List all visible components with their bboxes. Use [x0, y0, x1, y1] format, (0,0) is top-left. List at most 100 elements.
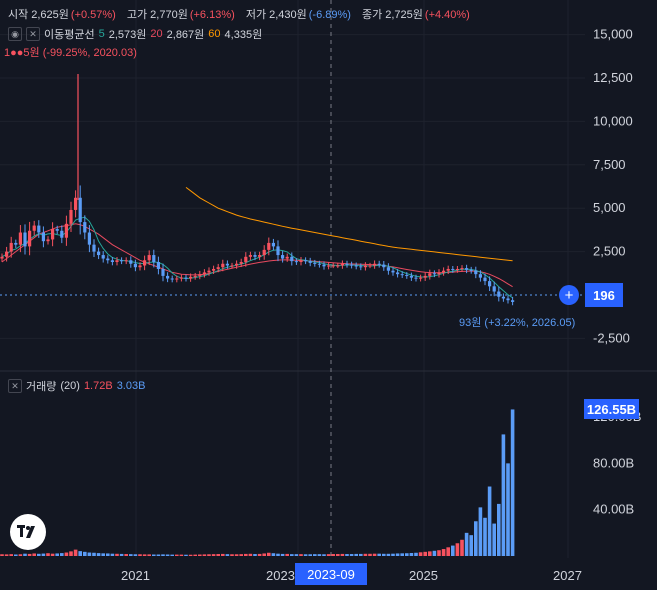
volume-close-icon[interactable]: ✕	[8, 379, 22, 393]
volume-value-1: 1.72B	[83, 380, 113, 392]
candles	[0, 74, 515, 306]
candle-body	[396, 272, 400, 275]
volume-bar	[331, 554, 335, 556]
ma60-line	[185, 186, 513, 262]
volume-bar	[359, 553, 363, 556]
volume-bar	[469, 535, 473, 556]
high-label: 고가	[126, 9, 148, 21]
candle-body	[23, 232, 27, 247]
volume-bar	[73, 549, 78, 556]
candle-body	[414, 277, 418, 279]
candle-body	[166, 275, 170, 279]
volume-bar	[193, 554, 197, 556]
volume-bar	[506, 463, 510, 556]
volume-bar	[510, 409, 515, 556]
ma20-line	[1, 223, 513, 288]
volume-bar	[257, 553, 262, 556]
candle-body	[432, 273, 436, 275]
candle-body	[46, 239, 50, 242]
volume-bar	[133, 554, 138, 556]
candle-body	[267, 242, 271, 250]
volume-tick-label: 80.00B	[593, 455, 634, 470]
volume-bar	[4, 554, 9, 556]
last-volume-badge: 126.55B	[584, 399, 639, 419]
volume-bar	[175, 554, 179, 556]
candle-body	[327, 265, 331, 267]
volume-bar	[124, 554, 128, 556]
volume-bar	[478, 507, 483, 556]
open-label: 시작	[8, 9, 29, 21]
volume-bar	[14, 554, 18, 556]
candle-body	[359, 266, 363, 268]
open-value: 2,625원	[31, 9, 69, 21]
volume-bar	[441, 549, 446, 556]
candle-body	[350, 264, 354, 266]
candle-body	[87, 232, 91, 245]
tradingview-logo-icon[interactable]	[10, 514, 46, 550]
candle-body	[37, 225, 41, 233]
volume-bar	[50, 553, 55, 556]
candle-body	[483, 277, 487, 282]
volume-bar	[437, 550, 441, 556]
close-value: 2,725원	[385, 9, 423, 21]
volume-bar	[423, 551, 427, 556]
candle-body	[354, 265, 358, 267]
grid-lines	[0, 0, 585, 558]
volume-legend: ✕ 거래량 (20) 1.72B 3.03B	[8, 378, 145, 394]
candle-body	[74, 197, 78, 210]
volume-bar	[0, 554, 4, 556]
candle-body	[41, 232, 45, 242]
volume-bar	[267, 552, 271, 556]
high-annotation: 1●●5원 (-99.25%, 2020.03)	[4, 47, 137, 59]
time-axis[interactable]: 2021 2023 2025 2027	[121, 568, 582, 583]
volume-bar	[234, 554, 239, 556]
candle-body	[271, 242, 275, 247]
candle-body	[239, 262, 243, 264]
volume-bar	[386, 553, 391, 556]
volume-bar	[216, 554, 220, 556]
candle-body	[423, 275, 427, 278]
candle-body	[442, 270, 446, 273]
candle-body	[501, 296, 505, 299]
volume-bar	[41, 553, 46, 556]
candle-body	[428, 273, 432, 276]
candle-body	[313, 262, 317, 264]
candle-body	[373, 263, 377, 266]
candle-body	[244, 256, 248, 263]
add-plus-icon[interactable]: +	[559, 285, 579, 305]
candle-body	[469, 269, 473, 271]
close-icon[interactable]: ✕	[26, 27, 40, 41]
ma60-period: 60	[208, 28, 221, 40]
candle-body	[405, 275, 409, 277]
high-value: 2,770원	[150, 9, 188, 21]
price-axis[interactable]: 15,000 12,500 10,000 7,500 5,000 2,500 -2,500	[593, 27, 633, 346]
candle-body	[281, 255, 285, 259]
volume-bar	[322, 554, 326, 556]
candle-body	[437, 272, 441, 275]
volume-bar	[497, 503, 501, 556]
volume-bar	[474, 521, 478, 556]
volume-bar	[92, 552, 96, 556]
volume-bar	[115, 553, 119, 556]
candle-body	[97, 251, 101, 256]
volume-bar	[501, 434, 506, 556]
candle-body	[115, 260, 119, 263]
volume-label: 거래량	[26, 381, 57, 393]
candle-body	[455, 268, 459, 270]
volume-bar	[354, 553, 358, 556]
volume-bar	[23, 553, 27, 556]
ma60-value: 4,335원	[224, 29, 263, 41]
volume-bar	[418, 552, 423, 556]
volume-bar	[248, 553, 253, 556]
price-tick-label: 12,500	[593, 70, 633, 85]
candle-body	[193, 275, 197, 277]
volume-bar	[27, 553, 32, 556]
candle-body	[0, 256, 4, 259]
hide-eye-icon[interactable]: ◉	[8, 27, 22, 41]
candle-body	[184, 277, 188, 279]
volume-bar	[156, 554, 161, 556]
open-change: (+0.57%)	[70, 9, 116, 21]
volume-bar	[188, 554, 193, 556]
volume-bar	[460, 539, 464, 556]
